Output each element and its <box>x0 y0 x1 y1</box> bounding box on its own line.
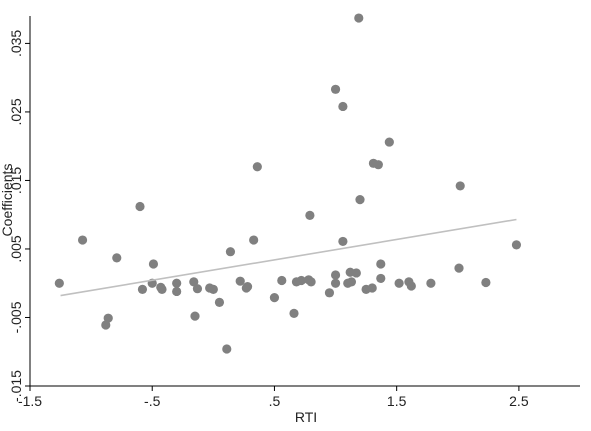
y-tick-label: -.015 <box>8 370 24 402</box>
y-tick-label: .015 <box>8 167 24 194</box>
y-axis-ticks: -.015 -.005 .005 .015 .025 .035 <box>8 30 30 402</box>
scatter-point <box>190 311 200 321</box>
x-tick-label: .5 <box>269 393 281 409</box>
scatter-point <box>296 275 306 286</box>
scatter-point <box>148 259 159 269</box>
scatter-point <box>455 181 465 191</box>
scatter-point <box>172 278 182 288</box>
scatter-points <box>54 13 522 354</box>
scatter-point <box>269 293 280 303</box>
scatter-point <box>338 101 348 112</box>
scatter-point <box>511 240 522 250</box>
scatter-point <box>338 236 348 247</box>
scatter-point <box>330 84 341 94</box>
scatter-point <box>481 277 491 288</box>
scatter-point <box>103 313 113 323</box>
scatter-point <box>77 235 88 245</box>
scatter-point <box>208 284 218 294</box>
scatter-point <box>112 253 122 263</box>
scatter-point <box>242 282 253 292</box>
scatter-point <box>376 273 386 284</box>
scatter-point <box>135 201 145 212</box>
scatter-point <box>426 278 436 288</box>
scatter-point <box>172 286 182 297</box>
scatter-point <box>367 283 377 293</box>
scatter-point <box>289 308 299 318</box>
scatter-point <box>306 277 316 287</box>
scatter-point <box>354 13 364 23</box>
y-axis-title: Coefficients <box>0 164 15 237</box>
scatter-point <box>355 195 365 205</box>
scatter-point <box>394 278 404 288</box>
scatter-point <box>249 235 259 245</box>
scatter-point <box>192 284 203 294</box>
scatter-point <box>189 277 199 287</box>
scatter-point <box>235 276 245 286</box>
x-tick-label: -.5 <box>144 393 161 409</box>
x-tick-label: -1.5 <box>18 393 42 409</box>
axes <box>29 16 580 387</box>
scatter-point <box>384 137 394 147</box>
scatter-point <box>225 247 236 257</box>
y-tick-label: .025 <box>8 98 24 125</box>
x-tick-label: 2.5 <box>509 393 529 409</box>
scatter-point <box>373 160 383 170</box>
scatter-point <box>346 277 357 287</box>
scatter-point <box>376 259 386 269</box>
scatter-point <box>351 268 361 278</box>
x-tick-label: 1.5 <box>387 393 407 409</box>
scatter-point <box>54 278 64 288</box>
scatter-point <box>330 278 341 288</box>
scatter-point <box>330 270 341 280</box>
y-tick-label: .035 <box>8 30 24 57</box>
scatter-point <box>214 297 225 308</box>
x-axis-ticks: -1.5 -.5 .5 1.5 2.5 <box>18 386 529 409</box>
scatter-point <box>454 263 464 273</box>
scatter-point <box>157 284 167 294</box>
scatter-point <box>324 288 335 298</box>
scatter-point <box>305 210 315 220</box>
scatter-point <box>277 275 287 286</box>
y-tick-label: .005 <box>8 235 24 262</box>
scatter-point <box>406 281 416 291</box>
y-tick-label: -.005 <box>8 301 24 333</box>
scatter-point <box>222 344 232 354</box>
fit-line <box>60 218 517 297</box>
scatter-point <box>137 284 148 294</box>
scatter-point <box>252 162 262 172</box>
x-axis-title: RTI <box>295 409 317 425</box>
